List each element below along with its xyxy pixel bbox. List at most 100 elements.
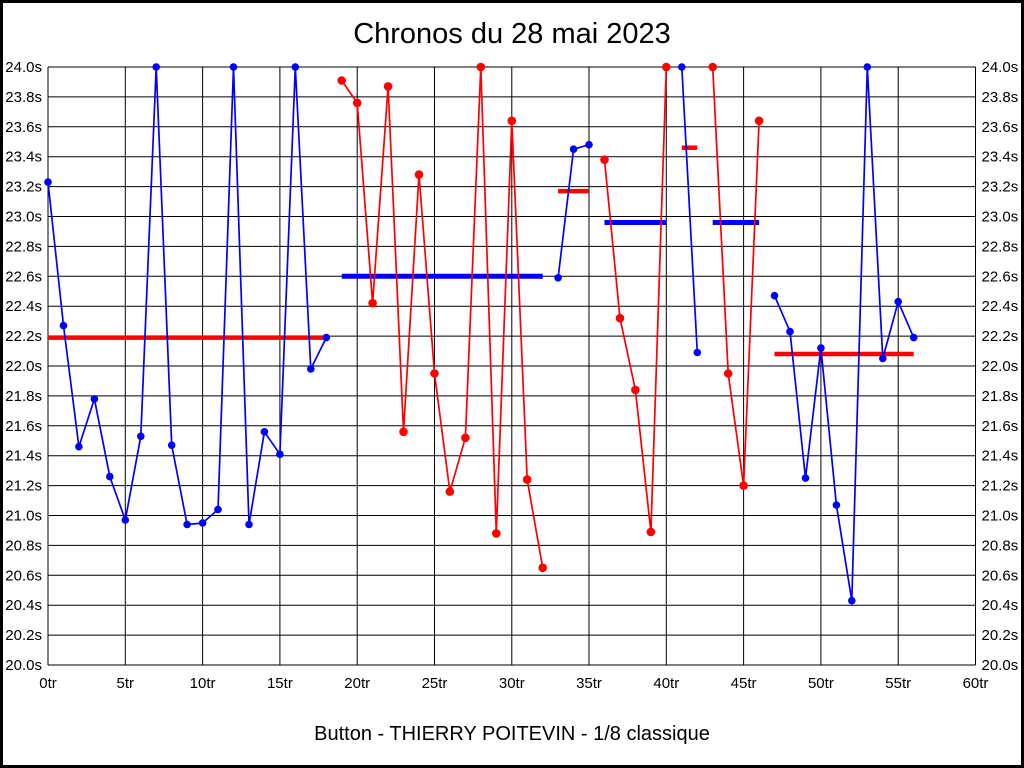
data-point-heat-1-blue	[137, 432, 145, 441]
data-point-heat-2-red	[430, 369, 439, 378]
data-point-heat-7-blue	[863, 63, 872, 71]
y-tick-label-left: 23.8s	[5, 89, 42, 106]
data-point-heat-1-blue	[90, 395, 99, 403]
data-point-heat-1-blue	[245, 520, 253, 529]
data-point-heat-6-red	[754, 116, 764, 126]
data-point-heat-1-blue	[214, 505, 222, 514]
y-tick-label-left: 23.6s	[5, 119, 42, 136]
x-tick-label: 40tr	[653, 675, 679, 692]
data-point-heat-4-red	[615, 313, 625, 323]
data-point-heat-1-blue	[322, 333, 331, 342]
series-layer	[44, 62, 918, 605]
y-tick-label-right: 20.2s	[982, 627, 1019, 644]
x-tick-label: 10tr	[190, 675, 216, 692]
y-tick-label-right: 23.6s	[982, 119, 1019, 136]
y-tick-label-right: 23.8s	[982, 89, 1019, 106]
data-point-heat-1-blue	[167, 441, 176, 450]
data-point-heat-1-blue	[106, 472, 114, 481]
data-point-heat-1-blue	[75, 442, 83, 451]
y-tick-label-right: 22.0s	[982, 358, 1019, 375]
grid-layer	[47, 66, 976, 666]
y-tick-label-left: 20.2s	[5, 627, 42, 644]
y-tick-label-right: 22.2s	[982, 328, 1019, 345]
data-point-heat-7-blue	[832, 501, 841, 509]
data-point-heat-2-red	[476, 62, 486, 72]
y-tick-label-right: 21.4s	[982, 448, 1019, 465]
series-line-heat-4-red	[603, 66, 668, 533]
data-point-heat-1-blue	[260, 428, 269, 436]
data-point-heat-7-blue	[770, 291, 779, 300]
data-point-heat-1-blue	[198, 519, 207, 527]
x-tick-label: 35tr	[576, 675, 602, 692]
data-point-heat-1-blue	[183, 520, 191, 529]
y-tick-label-left: 21.8s	[5, 388, 42, 405]
x-tick-label: 0tr	[39, 675, 57, 692]
y-tick-label-left: 23.0s	[5, 209, 42, 226]
data-point-heat-7-blue	[786, 327, 794, 336]
y-tick-label-left: 23.2s	[5, 179, 42, 196]
data-point-heat-2-red	[399, 427, 408, 437]
y-tick-label-left: 20.6s	[5, 567, 42, 584]
y-tick-label-left: 21.0s	[5, 508, 42, 525]
data-point-heat-3-blue	[554, 274, 562, 282]
data-point-heat-2-red	[538, 563, 547, 573]
y-tick-label-right: 21.8s	[982, 388, 1019, 405]
data-point-heat-2-red	[337, 76, 347, 85]
data-point-heat-7-blue	[894, 297, 902, 306]
data-point-heat-4-red	[662, 62, 671, 72]
chart-subtitle: Button - THIERRY POITEVIN - 1/8 classiqu…	[314, 723, 710, 745]
x-tick-label: 20tr	[344, 675, 370, 692]
data-point-heat-6-red	[739, 481, 748, 490]
y-tick-label-left: 24.0s	[5, 59, 42, 76]
average-lines-layer	[48, 145, 914, 357]
y-tick-label-left: 20.4s	[5, 597, 42, 614]
x-tick-label: 15tr	[267, 675, 293, 692]
x-tick-label: 55tr	[885, 675, 911, 692]
data-point-heat-3-blue	[585, 140, 593, 149]
y-tick-label-right: 21.0s	[982, 508, 1019, 525]
data-point-heat-1-blue	[307, 365, 315, 373]
y-tick-label-right: 20.6s	[982, 567, 1019, 584]
y-tick-label-left: 22.2s	[5, 328, 42, 345]
data-point-heat-1-blue	[44, 178, 52, 186]
y-tick-label-right: 23.4s	[982, 149, 1019, 166]
y-tick-label-right: 20.4s	[982, 597, 1019, 614]
data-point-heat-2-red	[414, 170, 424, 179]
y-tick-label-right: 24.0s	[982, 59, 1019, 76]
x-tick-label: 60tr	[963, 675, 989, 692]
data-point-heat-4-red	[631, 385, 640, 395]
series-line-heat-5-blue	[680, 66, 699, 354]
data-point-heat-4-red	[600, 155, 609, 164]
y-tick-label-right: 21.6s	[982, 418, 1019, 435]
data-point-heat-7-blue	[879, 354, 887, 363]
y-tick-label-right: 22.4s	[982, 298, 1019, 315]
y-tick-label-right: 21.2s	[982, 478, 1019, 495]
y-tick-label-left: 20.0s	[5, 657, 42, 674]
y-tick-label-left: 20.8s	[5, 537, 42, 554]
data-point-heat-2-red	[383, 82, 393, 91]
data-point-heat-1-blue	[291, 63, 300, 71]
y-tick-label-left: 21.2s	[5, 478, 42, 495]
x-tick-label: 25tr	[422, 675, 448, 692]
y-tick-label-left: 22.8s	[5, 238, 42, 255]
y-tick-label-right: 22.6s	[982, 268, 1019, 285]
y-tick-label-left: 22.0s	[5, 358, 42, 375]
y-tick-label-left: 22.6s	[5, 268, 42, 285]
data-point-heat-7-blue	[909, 333, 918, 342]
data-point-heat-5-blue	[693, 348, 702, 357]
data-point-heat-2-red	[522, 475, 532, 484]
y-tick-label-right: 23.2s	[982, 179, 1019, 196]
data-point-heat-6-red	[723, 369, 733, 378]
y-tick-label-left: 21.4s	[5, 448, 42, 465]
data-point-heat-1-blue	[121, 516, 130, 524]
data-point-heat-2-red	[445, 487, 455, 496]
data-point-heat-2-red	[492, 529, 501, 538]
y-tick-label-right: 22.8s	[982, 238, 1019, 255]
y-tick-label-right: 20.0s	[982, 657, 1019, 674]
y-tick-label-left: 23.4s	[5, 149, 42, 166]
data-point-heat-2-red	[352, 98, 362, 108]
chart-title: Chronos du 28 mai 2023	[353, 18, 671, 50]
data-point-heat-1-blue	[276, 450, 284, 459]
